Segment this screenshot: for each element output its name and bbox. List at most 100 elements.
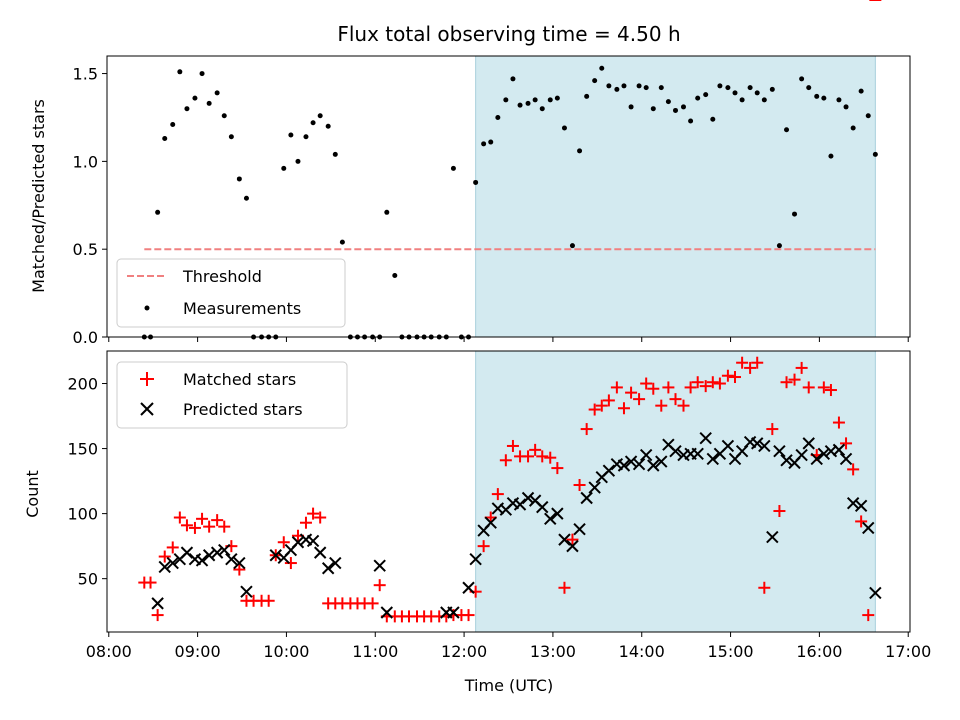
predicted-star-point [862, 521, 875, 535]
measurement-point [776, 243, 782, 249]
matched-star-point [307, 507, 320, 520]
chart-title: Flux total observing time = 4.50 h [337, 22, 680, 46]
bottom-panel: 50 100 150 200 08:00 09:00 10:00 11:00 12:00 13:… [23, 0, 931, 695]
measurement-point [599, 65, 605, 71]
matched-star-point [647, 382, 660, 395]
matched-star-point [284, 557, 297, 570]
measurement-point [739, 97, 745, 103]
top-y-axis-label: Matched/Predicted stars [29, 99, 48, 293]
measurement-point [680, 104, 686, 110]
measurement-point [814, 93, 820, 99]
x-tick-label: 15:00 [708, 642, 754, 661]
matched-star-point [625, 386, 638, 399]
measurement-point [339, 239, 345, 245]
matched-star-point [795, 361, 808, 374]
matched-star-point [477, 540, 490, 553]
measurement-point [606, 83, 612, 89]
measurement-point [843, 104, 849, 110]
predicted-star-point [758, 439, 771, 453]
measurement-point [761, 97, 767, 103]
measurement-point [392, 273, 398, 279]
measurement-point [295, 158, 301, 164]
predicted-star-point [566, 539, 579, 553]
predicted-star-point [751, 437, 764, 450]
measurement-point [614, 86, 620, 92]
measurement-point [155, 209, 161, 215]
matched-star-point [558, 581, 571, 594]
measurement-point [547, 97, 553, 103]
predicted-star-point [706, 452, 720, 466]
measurement-point [703, 92, 709, 98]
top-x-ticks [108, 337, 909, 342]
predicted-star-point [551, 507, 564, 520]
predicted-star-point [558, 533, 571, 546]
legend-measurements-label: Measurements [183, 299, 301, 318]
measurement-point [665, 99, 671, 105]
measurement-point [450, 165, 456, 171]
legend-predicted-label: Predicted stars [183, 400, 303, 419]
matched-star-point [522, 450, 535, 463]
matched-star-point [499, 454, 512, 467]
bottom-y-tick-label: 150 [67, 440, 98, 459]
predicted-star-point [166, 556, 179, 570]
measurement-point [747, 85, 753, 91]
matched-star-point [506, 439, 519, 452]
matched-star-point [580, 423, 593, 436]
measurement-point [799, 76, 805, 82]
matched-star-point [751, 356, 764, 369]
measurement-point [281, 165, 287, 171]
measurement-point [170, 121, 176, 127]
predicted-star-point [195, 554, 209, 567]
measurement-point [525, 100, 531, 106]
predicted-star-point [655, 455, 668, 468]
predicted-star-point [580, 491, 593, 505]
predicted-star-point [225, 552, 238, 566]
x-tick-label: 12:00 [441, 642, 487, 661]
measurement-point [792, 211, 798, 217]
matched-star-point [529, 443, 542, 456]
measurement-point [192, 95, 198, 101]
predicted-star-point [240, 585, 253, 598]
measurement-point [821, 95, 827, 101]
matched-star-point [840, 437, 853, 450]
predicted-star-point [817, 447, 831, 460]
predicted-star-point [773, 444, 786, 458]
top-y-ticks: 0.0 0.5 1.0 1.5 [73, 65, 107, 347]
bottom-x-ticks: 08:00 09:00 10:00 11:00 12:00 13:00 14:00 15:00… [86, 632, 931, 661]
matched-star-point [744, 361, 757, 374]
measurement-point [569, 243, 575, 249]
predicted-star-point [321, 562, 335, 575]
measurement-point [317, 113, 323, 119]
top-y-tick-label: 1.5 [73, 65, 98, 84]
measurement-point [872, 151, 878, 157]
measurement-point [473, 179, 479, 185]
measurement-point [836, 97, 842, 103]
matched-star-point [780, 376, 793, 389]
x-tick-label: 14:00 [619, 642, 665, 661]
x-tick-label: 13:00 [530, 642, 576, 661]
measurement-point [532, 97, 538, 103]
measurement-point [858, 88, 864, 94]
predicted-star-point [329, 556, 342, 570]
predicted-star-point [669, 444, 682, 458]
measurement-point [214, 90, 220, 96]
top-y-tick-label: 1.0 [73, 152, 98, 171]
legend-matched-label: Matched stars [183, 370, 296, 389]
matched-star-point [662, 381, 675, 394]
measurement-point [481, 141, 487, 147]
measurement-point [769, 86, 775, 92]
measurement-point [325, 123, 331, 129]
measurement-point [850, 125, 856, 131]
predicted-star-point [588, 481, 601, 494]
measurement-point [228, 134, 234, 140]
matched-star-point [706, 376, 719, 389]
matched-star-point [144, 576, 157, 589]
predicted-star-point [462, 581, 475, 594]
predicted-star-point [158, 560, 171, 574]
measurement-point [865, 113, 871, 119]
measurement-point [510, 76, 516, 82]
predicted-star-point [469, 552, 482, 566]
predicted-stars-points [151, 431, 882, 619]
x-tick-label: 16:00 [796, 642, 842, 661]
